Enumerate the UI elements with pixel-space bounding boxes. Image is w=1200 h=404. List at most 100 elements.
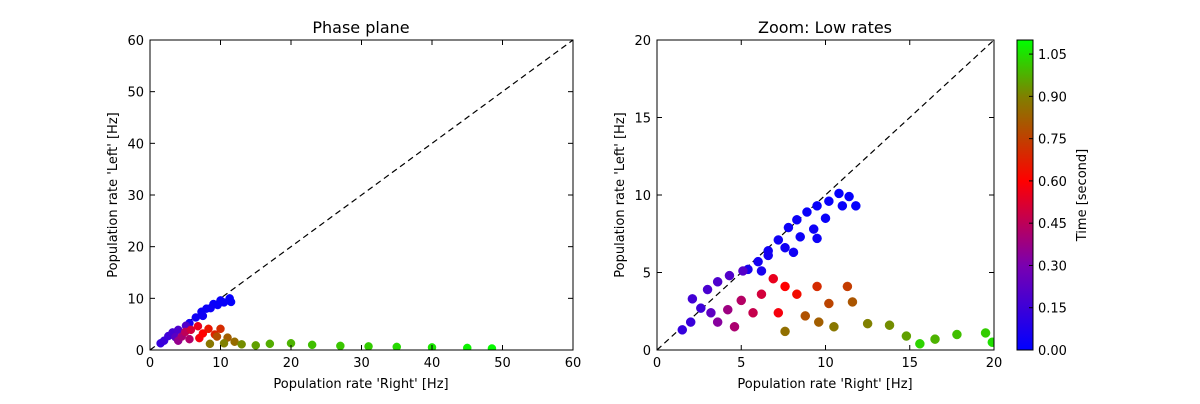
data-point — [185, 334, 194, 344]
x-axis-label: Population rate 'Right' [Hz] — [273, 377, 448, 392]
data-point — [265, 339, 275, 349]
zoom-low-rates-panel: Zoom: Low rates 0 5 10 15 20 0 5 10 15 20 Populat… — [613, 18, 1002, 392]
x-tick-label: 20 — [283, 356, 300, 371]
identity-dashed-line — [149, 39, 574, 351]
data-point — [824, 196, 834, 206]
data-point — [800, 311, 811, 321]
colorbar-tick-label: 1.05 — [1038, 48, 1067, 63]
colorbar-tick-label: 0.60 — [1038, 175, 1067, 190]
time-colorbar: 0.00 0.15 0.30 0.45 0.60 0.75 0.90 1.05 Time [s… — [1016, 39, 1090, 359]
data-point — [307, 340, 317, 350]
data-point — [773, 235, 784, 245]
data-point — [812, 281, 822, 292]
data-point — [753, 256, 763, 267]
colorbar-gradient — [1016, 39, 1034, 351]
data-point — [204, 324, 213, 334]
data-point — [193, 321, 203, 331]
y-tick-label: 50 — [127, 86, 144, 101]
y-tick-label: 0 — [136, 344, 144, 359]
x-tick-label: 15 — [901, 356, 918, 371]
data-point — [844, 191, 854, 202]
chart-title: Phase plane — [312, 18, 409, 37]
y-tick-label: 20 — [634, 34, 651, 49]
data-point — [206, 303, 215, 313]
x-tick-label: 10 — [817, 356, 834, 371]
colorbar-label: Time [second] — [1075, 149, 1090, 242]
data-point — [712, 277, 723, 287]
data-point — [792, 289, 802, 299]
data-point — [930, 334, 940, 344]
data-point — [724, 270, 735, 281]
data-point — [780, 281, 790, 292]
x-tick-label: 30 — [353, 356, 370, 371]
data-point — [213, 300, 222, 310]
data-point — [788, 247, 799, 258]
data-point — [768, 273, 779, 284]
data-point — [862, 318, 873, 329]
axis-ticks: 0 5 10 15 20 0 5 10 15 20 — [634, 34, 1002, 371]
colorbar-tick-label: 0.90 — [1038, 90, 1067, 105]
axis-ticks: 0 10 20 30 40 50 60 0 10 20 30 40 50 60 — [127, 34, 581, 371]
data-point — [237, 340, 246, 349]
colorbar-tick-label: 0.75 — [1038, 133, 1067, 148]
colorbar-tick-label: 0.00 — [1038, 344, 1067, 359]
data-point — [756, 289, 767, 299]
data-point — [808, 224, 819, 234]
chart-title: Zoom: Low rates — [758, 18, 892, 37]
data-point — [736, 295, 746, 306]
data-point — [251, 341, 260, 350]
data-point — [336, 341, 345, 350]
x-tick-label: 50 — [494, 356, 511, 371]
x-tick-label: 20 — [986, 356, 1003, 371]
y-tick-label: 15 — [634, 112, 651, 127]
scatter-points — [156, 294, 497, 350]
data-point — [820, 213, 831, 223]
data-point — [392, 342, 401, 350]
data-point — [814, 317, 824, 327]
y-tick-label: 40 — [127, 137, 144, 152]
data-point — [226, 297, 236, 307]
y-axis-label: Population rate 'Left' [Hz] — [106, 112, 121, 277]
data-point — [829, 322, 839, 332]
y-axis-label: Population rate 'Left' [Hz] — [613, 112, 628, 277]
colorbar-tick-label: 0.15 — [1038, 302, 1067, 317]
data-point — [677, 325, 688, 335]
data-point — [212, 332, 222, 341]
x-tick-label: 5 — [737, 356, 745, 371]
y-tick-label: 10 — [634, 189, 651, 204]
data-point — [696, 303, 706, 313]
data-point — [230, 337, 239, 346]
y-tick-label: 0 — [643, 344, 651, 359]
data-point — [792, 215, 802, 225]
data-point — [915, 339, 925, 349]
colorbar-tick-label: 0.30 — [1038, 259, 1067, 274]
data-point — [842, 281, 853, 292]
data-point — [685, 317, 696, 327]
data-point — [851, 201, 861, 211]
x-axis-label: Population rate 'Right' [Hz] — [737, 377, 912, 392]
identity-dashed-line — [656, 39, 995, 351]
data-point — [687, 294, 698, 304]
data-point — [980, 328, 991, 338]
data-point — [834, 188, 844, 199]
colorbar-tick-label: 0.45 — [1038, 217, 1067, 232]
y-tick-label: 30 — [127, 189, 144, 204]
data-point — [795, 232, 805, 242]
data-point — [723, 304, 733, 315]
data-point — [773, 308, 784, 318]
data-point — [756, 266, 767, 276]
data-point — [802, 207, 812, 217]
data-point — [198, 311, 208, 321]
x-tick-label: 60 — [565, 356, 582, 371]
data-point — [186, 325, 196, 335]
data-point — [837, 201, 848, 211]
phase-plane-panel: Phase plane 0 10 20 30 40 50 60 0 10 20 30 40 50 60 P… — [106, 18, 581, 392]
data-point — [847, 297, 858, 307]
data-point — [702, 284, 713, 295]
data-point — [824, 298, 834, 309]
data-point — [191, 313, 201, 322]
colorbar-ticks: 0.00 0.15 0.30 0.45 0.60 0.75 0.90 1.05 — [1029, 48, 1067, 359]
data-point — [463, 343, 472, 350]
data-point — [901, 331, 912, 341]
